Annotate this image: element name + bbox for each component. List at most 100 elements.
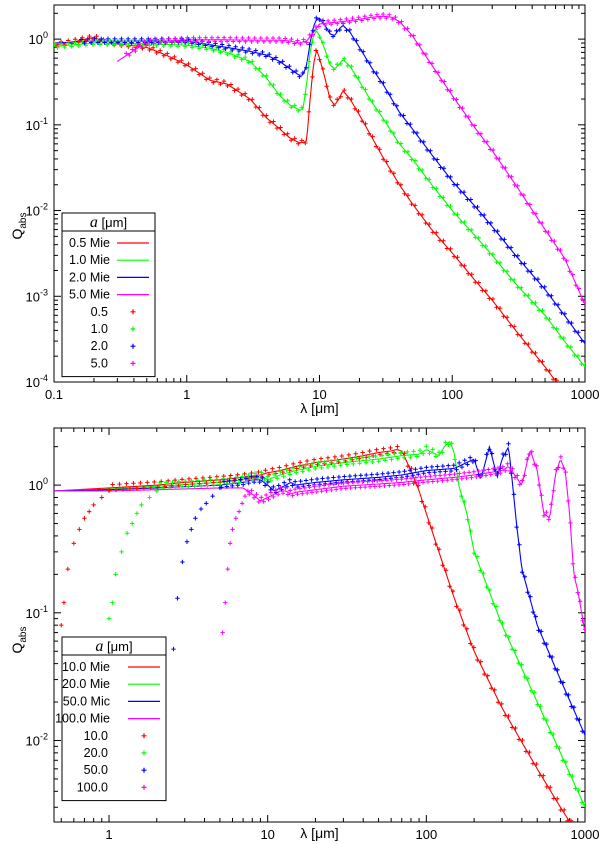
data-point [522, 341, 528, 346]
data-point [411, 481, 416, 486]
data-point [271, 119, 276, 124]
data-point [572, 352, 577, 358]
data-point [565, 344, 570, 349]
data-point [306, 467, 312, 473]
data-point [447, 583, 452, 589]
data-point [391, 130, 397, 136]
data-point [510, 466, 515, 471]
data-point [367, 454, 372, 459]
data-point [283, 485, 288, 490]
data-point [215, 35, 221, 40]
data-point [250, 51, 255, 56]
data-point [416, 211, 421, 216]
data-point [300, 469, 305, 474]
data-point [524, 201, 530, 206]
data-point [275, 476, 280, 481]
data-point [396, 20, 401, 25]
data-point [252, 35, 257, 41]
data-point [287, 472, 293, 477]
data-point [149, 40, 154, 45]
data-point [357, 47, 363, 52]
data-point [376, 459, 381, 464]
data-point [529, 269, 534, 274]
data-point [482, 212, 487, 218]
data-point [291, 461, 296, 467]
data-point [309, 490, 315, 495]
data-point [452, 457, 458, 462]
data-point [146, 36, 151, 42]
data-point [261, 499, 266, 504]
data-point [447, 472, 452, 477]
data-point [429, 525, 435, 531]
data-point [278, 469, 283, 474]
data-point [379, 453, 385, 458]
data-point [147, 495, 152, 500]
data-point [304, 40, 309, 45]
data-point [119, 42, 124, 47]
data-point [204, 77, 209, 82]
data-point [163, 480, 169, 485]
data-point [261, 39, 267, 44]
data-point [110, 482, 115, 487]
data-point [97, 42, 103, 47]
data-point [548, 502, 554, 507]
data-point [221, 35, 227, 40]
data-point [476, 280, 481, 285]
data-point [469, 272, 474, 277]
data-point [314, 489, 320, 495]
data-point [342, 474, 347, 479]
data-point [497, 305, 503, 311]
data-point [429, 61, 435, 66]
data-point [131, 481, 136, 486]
data-point [160, 485, 166, 491]
data-point [303, 65, 309, 70]
data-point [354, 38, 359, 43]
data-point [404, 476, 409, 481]
data-point [439, 78, 444, 83]
x-tick-label: 0.1 [45, 387, 63, 402]
data-point [442, 472, 448, 478]
data-point [281, 132, 287, 137]
data-point [395, 456, 400, 461]
data-point [284, 463, 289, 468]
data-point [580, 729, 585, 734]
data-point [544, 510, 549, 515]
data-point [188, 39, 193, 44]
data-point [294, 470, 299, 475]
data-point [420, 50, 426, 56]
data-point [388, 445, 393, 451]
data-point [465, 462, 470, 467]
data-point [427, 221, 432, 227]
data-point [423, 51, 429, 57]
data-point [464, 475, 469, 481]
data-point [457, 607, 463, 613]
data-point [437, 194, 443, 199]
data-point [290, 70, 295, 75]
data-point [462, 219, 467, 225]
data-point [414, 41, 419, 47]
x-tick-label: 1000 [571, 827, 600, 842]
data-point [573, 786, 578, 791]
data-point [541, 773, 546, 778]
data-point [271, 82, 276, 88]
data-point [200, 475, 206, 481]
series-points-50-0 [171, 441, 585, 735]
legend-swatch-point [141, 767, 147, 773]
data-point [274, 125, 280, 131]
data-point [307, 485, 312, 490]
data-point [414, 454, 420, 459]
x-axis-label: λ [μm] [300, 400, 338, 416]
data-point [225, 51, 230, 57]
data-point [282, 480, 287, 485]
data-point [405, 449, 410, 455]
data-point [262, 483, 268, 488]
data-point [106, 488, 112, 493]
data-point [225, 83, 230, 89]
legend: a [μm] 10.0 Mie 20.0 Mie 50.0 Mic 100.0 Mie 1… [55, 636, 167, 802]
data-point [309, 477, 314, 482]
data-point [411, 129, 416, 135]
data-point [390, 16, 395, 22]
data-point [262, 477, 267, 483]
data-point [283, 65, 289, 70]
data-point [445, 174, 450, 179]
